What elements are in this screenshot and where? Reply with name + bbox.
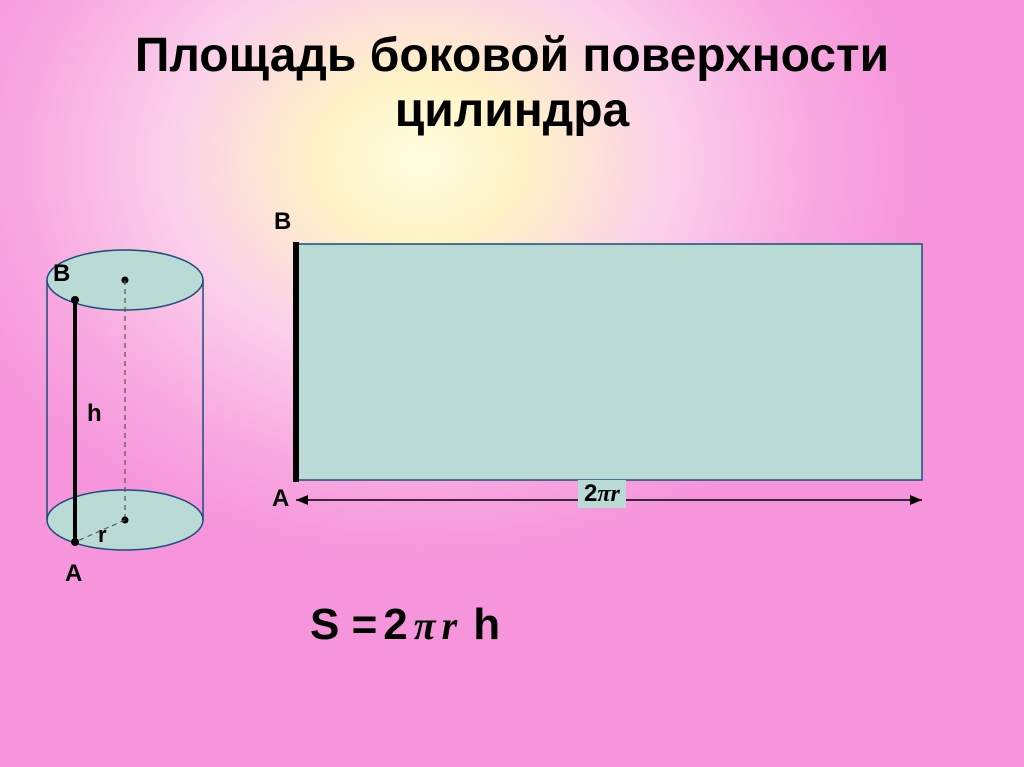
formula-two: 2: [383, 600, 407, 650]
formula-h: h: [473, 600, 500, 650]
rect-label-b: В: [274, 208, 291, 236]
formula-pi: π: [414, 602, 436, 649]
width-pi: π: [597, 481, 610, 507]
rectangle-diagram: В А 2πr: [288, 242, 928, 512]
formula: S = 2 πr h: [310, 600, 500, 650]
width-prefix: 2: [584, 480, 597, 507]
title-line-1: Площадь боковой поверхности: [135, 29, 889, 82]
unrolled-rect: [296, 244, 922, 480]
formula-r: r: [442, 602, 458, 649]
rect-width-label: 2πr: [578, 480, 626, 508]
cylinder-label-r: r: [98, 522, 107, 548]
formula-s-eq: S =: [310, 600, 377, 650]
cylinder-diagram: В h r А: [35, 230, 215, 590]
width-r: r: [610, 481, 619, 507]
rect-label-a: А: [272, 485, 289, 513]
slide-title: Площадь боковой поверхности цилиндра: [0, 28, 1024, 138]
cylinder-label-b: В: [53, 260, 70, 288]
title-line-2: цилиндра: [395, 84, 630, 137]
cylinder-label-h: h: [87, 400, 102, 428]
cylinder-label-a: А: [65, 560, 82, 588]
width-arrow-right: [910, 495, 922, 505]
rectangle-svg: [288, 242, 928, 512]
width-arrow-left: [296, 495, 308, 505]
